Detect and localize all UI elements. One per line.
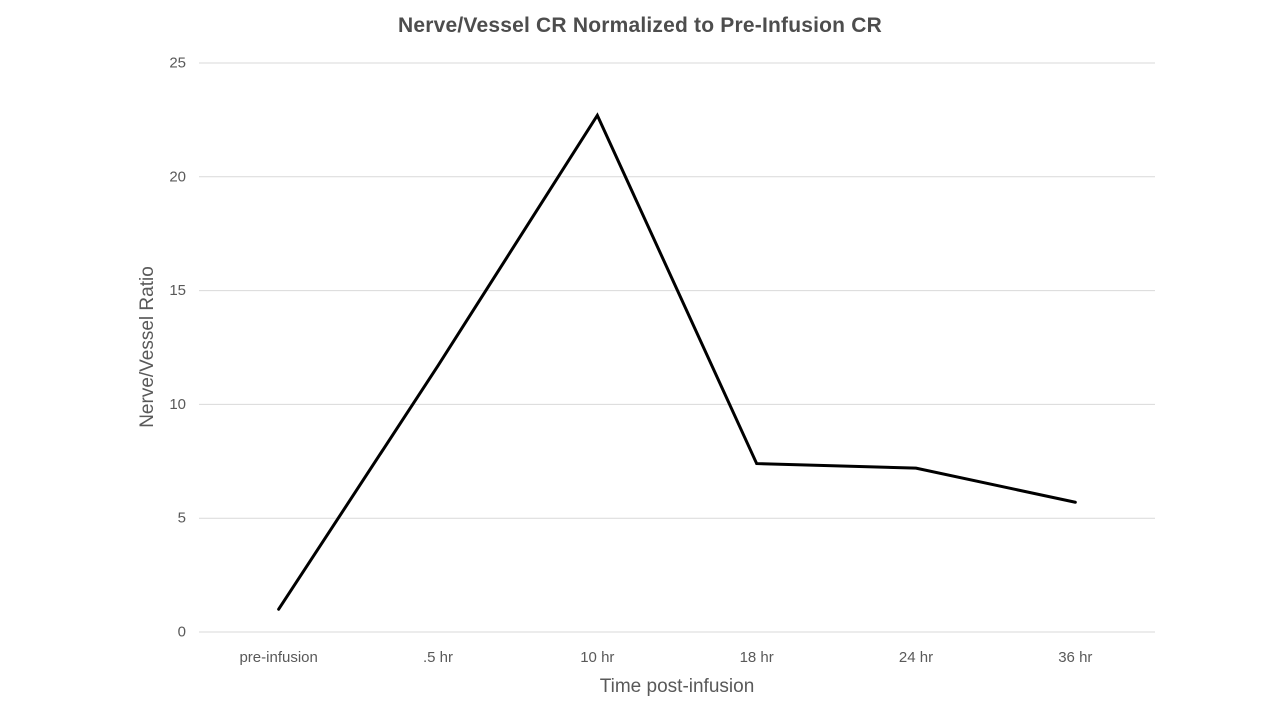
x-tick-label: 10 hr [580, 649, 614, 666]
y-tick-label: 10 [169, 396, 186, 413]
y-tick-label: 5 [178, 510, 186, 527]
x-tick-label: 24 hr [899, 649, 933, 666]
x-tick-label: .5 hr [423, 649, 453, 666]
x-axis-title: Time post-infusion [599, 676, 755, 697]
x-tick-label: 18 hr [740, 649, 774, 666]
y-tick-label: 0 [178, 624, 186, 641]
y-tick-label: 20 [169, 168, 186, 185]
x-tick-label: pre-infusion [239, 649, 317, 666]
x-tick-label: 36 hr [1058, 649, 1092, 666]
data-series-line [277, 112, 1077, 611]
y-tick-label: 15 [169, 282, 186, 299]
chart-title: Nerve/Vessel CR Normalized to Pre-Infusi… [398, 14, 882, 37]
y-tick-label: 25 [169, 55, 186, 72]
